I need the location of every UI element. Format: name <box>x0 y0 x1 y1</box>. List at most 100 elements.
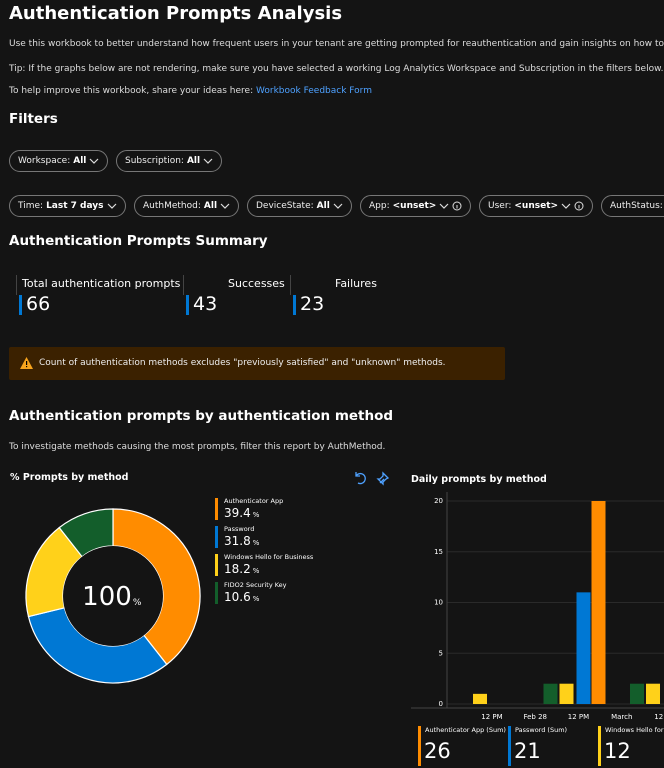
bar <box>543 683 558 704</box>
tile-label: Failures <box>335 277 377 290</box>
warning-text: Count of authentication methods excludes… <box>39 358 446 368</box>
legend-label: FIDO2 Security Key <box>224 581 287 589</box>
filter-label: AuthStatus: <box>610 201 663 211</box>
chart-title: % Prompts by method <box>10 472 128 483</box>
warning-box: Count of authentication methods excludes… <box>9 347 505 380</box>
legend-swatch <box>215 554 218 576</box>
filter-pill[interactable]: AuthStatus:All <box>601 195 664 217</box>
x-tick-label: March <box>611 713 632 721</box>
filter-value: <unset> <box>392 201 437 211</box>
chevron <box>203 158 213 164</box>
info-icon <box>574 201 584 211</box>
legend-swatch <box>215 498 218 520</box>
feedback-link[interactable]: Workbook Feedback Form <box>256 86 372 96</box>
x-tick-label: 12 PM <box>568 713 589 721</box>
intro-text: Use this workbook to better understand h… <box>9 39 664 49</box>
chevron <box>220 203 230 209</box>
toolbar <box>355 471 390 486</box>
legend-total: 12 <box>604 739 631 763</box>
tile-label: Successes <box>228 277 285 290</box>
y-tick-label: 15 <box>434 548 443 556</box>
legend-value: 39.4 <box>224 506 251 520</box>
intro-text: Tip: If the graphs below are not renderi… <box>9 64 664 74</box>
bar <box>646 683 660 704</box>
y-tick-label: 10 <box>434 599 443 607</box>
undo-icon[interactable] <box>355 472 366 485</box>
filter-value: <unset> <box>514 201 559 211</box>
x-tick-label: 12 PM <box>654 713 664 721</box>
filter-value: All <box>73 156 87 166</box>
legend-label: Authenticator App <box>224 497 283 505</box>
chevron <box>561 203 571 209</box>
bar <box>630 683 644 704</box>
tile-value: 23 <box>300 293 325 315</box>
legend-label: Authenticator App (Sum) <box>425 726 506 734</box>
chevron <box>333 203 343 209</box>
feedback-text: To help improve this workbook, share you… <box>9 86 372 96</box>
legend-unit: % <box>253 595 260 603</box>
chevron <box>439 203 449 209</box>
section-title: Authentication prompts by authentication… <box>9 408 394 424</box>
legend-unit: % <box>253 567 260 575</box>
tile-label: Total authentication prompts <box>22 277 181 290</box>
tile-divider <box>16 275 17 295</box>
y-tick-label: 0 <box>439 700 443 708</box>
legend-swatch <box>508 726 511 766</box>
chart-title: Daily prompts by method <box>411 474 547 485</box>
legend-swatch <box>215 582 218 604</box>
tile-value: 66 <box>26 293 51 315</box>
legend-total: 26 <box>424 739 451 763</box>
y-tick-label: 5 <box>439 649 443 657</box>
tile-value: 43 <box>193 293 218 315</box>
tile-divider <box>183 275 184 295</box>
legend-swatch <box>215 526 218 548</box>
tile-accent <box>19 295 22 315</box>
summary-title: Authentication Prompts Summary <box>9 233 268 249</box>
filter-pill[interactable]: Subscription: All <box>116 150 223 172</box>
x-tick-label: Feb 28 <box>523 713 547 721</box>
bar <box>473 693 487 704</box>
filter-label: Subscription: <box>125 156 184 166</box>
x-tick-label: 12 PM <box>481 713 502 721</box>
legend-label: Windows Hello for Business (Sum) <box>605 726 664 734</box>
donut-hole <box>63 546 163 646</box>
legend-unit: % <box>253 511 260 519</box>
legend-value: 18.2 <box>224 562 251 576</box>
y-tick-label: 20 <box>434 497 443 505</box>
filter-label: DeviceState: <box>256 201 314 211</box>
legend-value: 10.6 <box>224 590 251 604</box>
filter-pill[interactable]: Workspace: All <box>9 150 109 172</box>
filter-pill[interactable]: Time: Last 7 days <box>9 195 126 217</box>
legend-label: Password <box>224 525 254 533</box>
filter-label: Workspace: <box>18 156 71 166</box>
filter-pill[interactable]: AuthMethod: All <box>134 195 240 217</box>
tile-accent <box>293 295 296 315</box>
filter-pill[interactable]: App: <unset> <box>360 195 472 217</box>
center-unit: % <box>133 598 142 608</box>
filter-label: App: <box>369 201 390 211</box>
filters-title: Filters <box>9 111 58 127</box>
filter-value: Last 7 days <box>46 201 104 211</box>
tile-divider <box>290 275 291 295</box>
filter-pill[interactable]: User: <unset> <box>479 195 594 217</box>
page-title: Authentication Prompts Analysis <box>9 3 343 24</box>
filter-label: Time: <box>18 201 44 211</box>
legend-total: 21 <box>514 739 541 763</box>
filter-value: All <box>316 201 330 211</box>
filter-label: AuthMethod: <box>143 201 201 211</box>
section-subtitle: To investigate methods causing the most … <box>9 442 386 452</box>
legend-label: Password (Sum) <box>515 726 567 734</box>
pin-icon[interactable] <box>376 471 390 486</box>
legend-swatch <box>598 726 601 766</box>
tile-accent <box>186 295 189 315</box>
info-icon <box>452 201 462 211</box>
feedback-label: To help improve this workbook, share you… <box>9 86 254 96</box>
filter-pill[interactable]: DeviceState: All <box>247 195 352 217</box>
legend-unit: % <box>253 539 260 547</box>
center-value: 100 <box>82 582 132 612</box>
filter-value: All <box>186 156 201 166</box>
bar <box>559 683 574 704</box>
legend-swatch <box>418 726 421 766</box>
warning-icon <box>20 357 33 369</box>
